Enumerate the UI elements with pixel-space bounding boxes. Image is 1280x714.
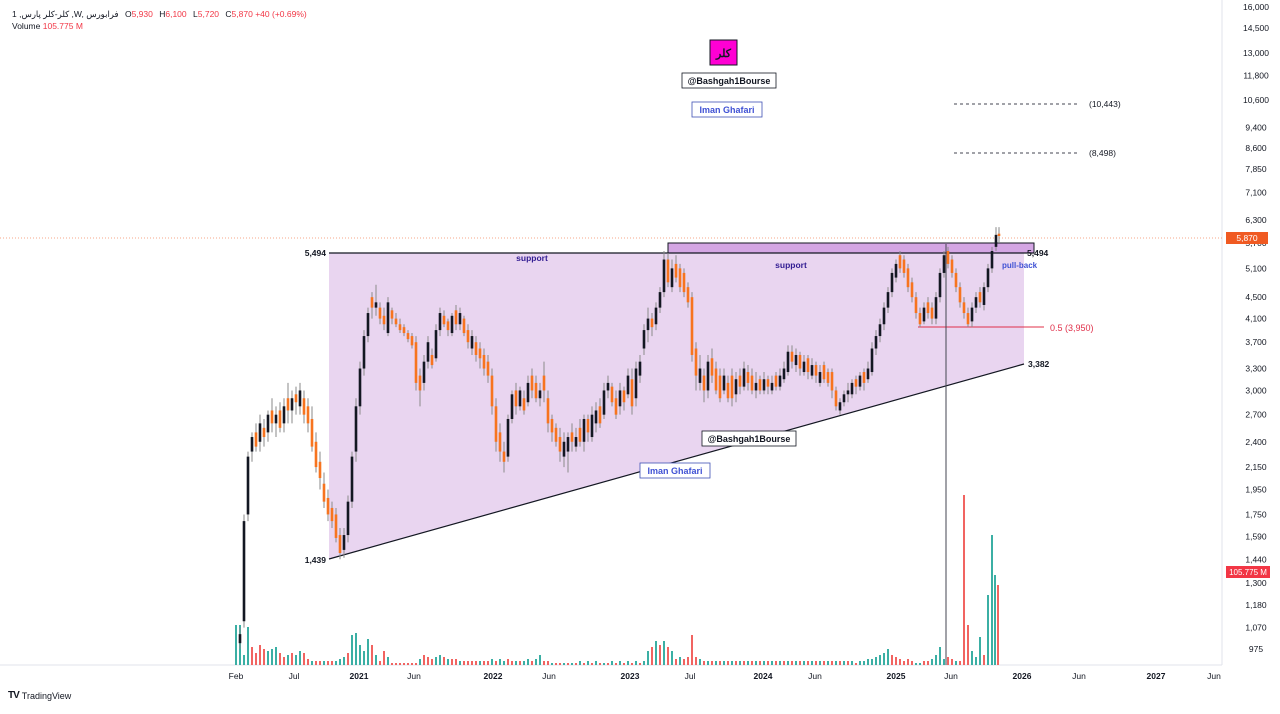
legend-volume-value: 105.775 M bbox=[42, 21, 83, 31]
ascending-trendline[interactable] bbox=[328, 363, 1025, 560]
time-axis-tick: Jun bbox=[1207, 671, 1221, 681]
price-axis-tick: 9,400 bbox=[1245, 123, 1267, 133]
time-axis-tick: 2026 bbox=[1013, 671, 1032, 681]
author-text-top: Iman Ghafari bbox=[699, 105, 754, 115]
tradingview-logo[interactable]: TV TradingView bbox=[8, 690, 71, 701]
support-label-right: support bbox=[775, 260, 807, 270]
price-axis-tick: 8,600 bbox=[1245, 143, 1267, 153]
price-axis-tick: 2,150 bbox=[1245, 462, 1267, 472]
price-axis-tick: 13,000 bbox=[1243, 48, 1269, 58]
legend-close-value: 5,870 bbox=[231, 9, 253, 19]
author-text-mid: Iman Ghafari bbox=[647, 466, 702, 476]
price-axis-tick: 975 bbox=[1249, 644, 1263, 654]
time-axis-tick: 2021 bbox=[350, 671, 369, 681]
legend-low-label: L bbox=[193, 9, 198, 19]
legend-exchange: فرابورس bbox=[86, 9, 119, 19]
price-axis-tick: 3,300 bbox=[1245, 364, 1267, 374]
handle-text-mid: @Bashgah1Bourse bbox=[708, 434, 791, 444]
price-axis-tick: 2,700 bbox=[1245, 410, 1267, 420]
handle-text-top: @Bashgah1Bourse bbox=[688, 76, 771, 86]
time-axis-tick: Jun bbox=[808, 671, 822, 681]
handle-box-mid bbox=[701, 430, 797, 447]
price-axis-tick: 1,590 bbox=[1245, 531, 1267, 541]
price-axis-tick: 2,400 bbox=[1245, 437, 1267, 447]
target-label-10443: (10,443) bbox=[1089, 99, 1121, 109]
volume-tag-text: 105.775 M bbox=[1229, 568, 1267, 577]
price-axis-tick: 1,070 bbox=[1245, 623, 1267, 633]
legend-change: +40 (+0.69%) bbox=[255, 9, 307, 19]
legend-open-value: 5,930 bbox=[131, 9, 153, 19]
author-box-top bbox=[691, 101, 763, 118]
brand-logo-box bbox=[709, 39, 738, 66]
time-axis-tick: Jun bbox=[542, 671, 556, 681]
price-axis-tick: 3,000 bbox=[1245, 385, 1267, 395]
legend-volume-label[interactable]: Volume bbox=[12, 21, 41, 31]
legend-low-value: 5,720 bbox=[197, 9, 220, 19]
label-3382: 3,382 bbox=[1028, 359, 1050, 369]
price-axis-tick: 7,850 bbox=[1245, 164, 1267, 174]
time-axis-tick: 2023 bbox=[621, 671, 640, 681]
time-axis-tick: 2022 bbox=[484, 671, 503, 681]
time-axis-tick: Jul bbox=[685, 671, 696, 681]
last-price-tag-text: 5,870 bbox=[1236, 233, 1258, 243]
price-axis-tick: 4,500 bbox=[1245, 292, 1267, 302]
price-axis-tick: 5,100 bbox=[1245, 263, 1267, 273]
handle-box-top bbox=[681, 72, 777, 89]
time-axis-tick: Jun bbox=[944, 671, 958, 681]
price-axis-tick: 3,700 bbox=[1245, 337, 1267, 347]
time-axis-tick: 2027 bbox=[1147, 671, 1166, 681]
price-axis-tick: 1,440 bbox=[1245, 554, 1267, 564]
legend-high-value: 6,100 bbox=[165, 9, 187, 19]
price-axis-tick: 14,500 bbox=[1243, 23, 1269, 33]
author-box-mid bbox=[639, 462, 711, 479]
legend-volume-row: Volume 105.775 M bbox=[12, 20, 307, 32]
price-axis-tick: 6,300 bbox=[1245, 215, 1267, 225]
price-axis-tick: 16,000 bbox=[1243, 2, 1269, 12]
last-price-tag bbox=[1226, 232, 1268, 244]
price-axis-tick: 1,180 bbox=[1245, 600, 1267, 610]
time-axis-tick: Jun bbox=[407, 671, 421, 681]
candlesticks bbox=[238, 227, 1001, 649]
time-axis-tick: Jun bbox=[1072, 671, 1086, 681]
price-axis-tick: 1,950 bbox=[1245, 485, 1267, 495]
volume-tag bbox=[1226, 566, 1270, 578]
tradingview-logo-text: TradingView bbox=[21, 690, 72, 701]
support-label-left: support bbox=[516, 253, 548, 263]
volume-bars bbox=[235, 495, 999, 665]
price-axis-tick: 1,300 bbox=[1245, 578, 1267, 588]
brand-logo-text: کلر bbox=[715, 48, 732, 60]
legend-close-label: C bbox=[225, 9, 232, 19]
price-axis-tick: 1,750 bbox=[1245, 509, 1267, 519]
price-axis-tick: 7,100 bbox=[1245, 187, 1267, 197]
resistance-band[interactable] bbox=[667, 242, 1035, 254]
time-axis[interactable]: Feb Jul 2021 Jun 2022 Jun 2023 Jul 2024 Jun 2025 Ju… bbox=[229, 671, 1221, 681]
time-axis-tick: Jul bbox=[289, 671, 300, 681]
price-axis[interactable]: 14,500 13,000 11,800 10,600 9,400 8,600 7,850 7… bbox=[1243, 2, 1269, 654]
pull-back-label: pull-back bbox=[1002, 261, 1038, 270]
time-axis-tick: Feb bbox=[229, 671, 244, 681]
target-label-8498: (8,498) bbox=[1089, 148, 1116, 158]
fib-0.5-label: 0.5 (3,950) bbox=[1050, 323, 1094, 333]
legend-symbol[interactable]: 1 ,کلر-کلر پارس ,W, bbox=[12, 9, 84, 19]
legend-ohlc-row: 1 ,کلر-کلر پارس ,W, فرابورس O5,930 H6,10… bbox=[12, 8, 307, 20]
time-axis-tick: 2025 bbox=[887, 671, 906, 681]
price-axis-tick: 11,800 bbox=[1243, 70, 1269, 80]
chart-legend: 1 ,کلر-کلر پارس ,W, فرابورس O5,930 H6,10… bbox=[12, 8, 307, 32]
triangle-pattern-fill bbox=[329, 253, 1024, 559]
label-1439: 1,439 bbox=[305, 555, 327, 565]
legend-high-label: H bbox=[159, 9, 166, 19]
price-axis-tick: 4,100 bbox=[1245, 314, 1267, 324]
time-axis-tick: 2024 bbox=[754, 671, 773, 681]
label-5494-right: 5,494 bbox=[1027, 248, 1049, 258]
legend-open-label: O bbox=[124, 9, 132, 19]
price-axis-tick: 10,600 bbox=[1243, 95, 1269, 105]
label-5494-left: 5,494 bbox=[305, 248, 327, 258]
tradingview-logo-icon: TV bbox=[8, 690, 20, 701]
